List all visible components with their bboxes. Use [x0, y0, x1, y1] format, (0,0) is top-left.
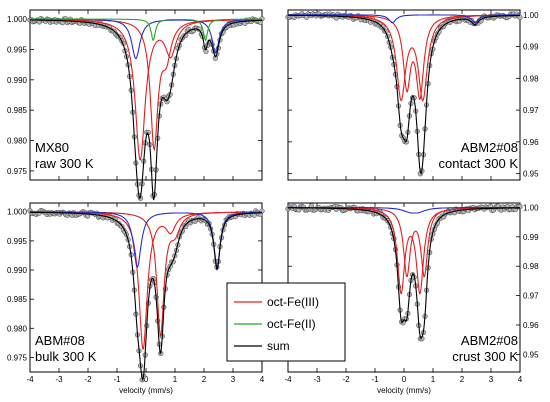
component-curve-green — [30, 18, 262, 42]
x-tick-label: -1 — [371, 375, 379, 384]
sum-curve — [288, 14, 520, 176]
x-tick-label: -2 — [342, 375, 350, 384]
panel-3: -4 -3 -2 -1 0 1 2 3 4 1.000 0.995 0.990 0.985 0.980 0.… — [7, 202, 265, 395]
legend-label-oct-fe2: oct-Fe(II) — [267, 317, 316, 331]
y-tick-label: 0.995 — [7, 45, 28, 54]
panel-label-line: ABM2#08 — [461, 140, 518, 155]
y-tick-label: 0.995 — [7, 237, 28, 246]
x-tick-label: 1 — [173, 375, 178, 384]
y-tick-label: 0.96 — [523, 138, 539, 147]
x-tick-label: 1 — [431, 375, 436, 384]
legend-label-oct-fe3: oct-Fe(III) — [267, 295, 319, 309]
y-tick-label: 0.980 — [7, 324, 28, 333]
x-tick-label: -4 — [284, 375, 292, 384]
y-tick-label: 0.97 — [523, 106, 539, 115]
panel-label-line: contact 300 K — [439, 156, 519, 171]
panel-label-line: bulk 300 K — [35, 349, 97, 364]
y-tick-label: 0.975 — [7, 167, 28, 176]
x-tick-label: 3 — [231, 375, 236, 384]
y-tick-label: 1.000 — [7, 208, 28, 217]
sum-curve — [30, 211, 262, 382]
component-curve-blue — [288, 14, 521, 24]
y-tick-label: 0.99 — [523, 233, 539, 242]
x-axis-label: velocity (mm/s) — [119, 386, 173, 395]
legend-label-sum: sum — [267, 339, 290, 353]
x-tick-label: -2 — [84, 375, 92, 384]
component-curve-blue — [288, 206, 520, 214]
x-tick-label: 0 — [144, 375, 149, 384]
x-tick-label: -4 — [26, 375, 34, 384]
legend: oct-Fe(III) oct-Fe(II) sum — [226, 282, 346, 362]
y-tick-label: 0.98 — [523, 74, 539, 83]
y-tick-label: 0.95 — [523, 350, 539, 359]
y-tick-label: 0.975 — [7, 353, 28, 362]
x-axis-label: velocity (mm/s) — [377, 386, 431, 395]
panel-4: -4 -3 -2 -1 0 1 2 3 4 1.00 0.99 0.98 0.97 0.96 0.95 vel… — [284, 202, 539, 395]
panel-label-line: raw 300 K — [35, 156, 94, 171]
y-tick-label: 1.00 — [523, 203, 539, 212]
data-points — [27, 15, 265, 201]
sum-curve — [30, 19, 262, 201]
panel-label-line: ABM#08 — [35, 333, 85, 348]
x-tick-label: 2 — [202, 375, 207, 384]
y-tick-label: 0.96 — [523, 321, 539, 330]
sum-curve — [288, 207, 520, 340]
y-tick-label: 0.980 — [7, 137, 28, 146]
panel-label-line: MX80 — [35, 140, 69, 155]
panel-label-line: crust 300 K — [452, 349, 518, 364]
y-tick-label: 0.985 — [7, 295, 28, 304]
panel-label-line: ABM2#08 — [461, 333, 518, 348]
x-tick-label: -3 — [313, 375, 321, 384]
x-tick-label: 2 — [460, 375, 465, 384]
y-tick-label: 0.95 — [523, 170, 539, 179]
x-tick-label: 4 — [260, 375, 265, 384]
y-tick-label: 0.99 — [523, 43, 539, 52]
y-tick-label: 0.985 — [7, 106, 28, 115]
y-tick-label: 0.98 — [523, 262, 539, 271]
x-tick-label: 0 — [402, 375, 407, 384]
y-tick-label: 0.97 — [523, 292, 539, 301]
legend-box — [226, 282, 346, 362]
x-tick-label: 3 — [489, 375, 494, 384]
component-curve-red — [288, 14, 520, 102]
x-tick-label: -3 — [55, 375, 63, 384]
y-tick-label: 0.990 — [7, 76, 28, 85]
x-tick-label: -1 — [113, 375, 121, 384]
x-tick-label: 4 — [518, 375, 523, 384]
y-tick-label: 1.00 — [523, 11, 539, 20]
y-tick-label: 0.990 — [7, 266, 28, 275]
y-tick-label: 1.000 — [7, 15, 28, 24]
